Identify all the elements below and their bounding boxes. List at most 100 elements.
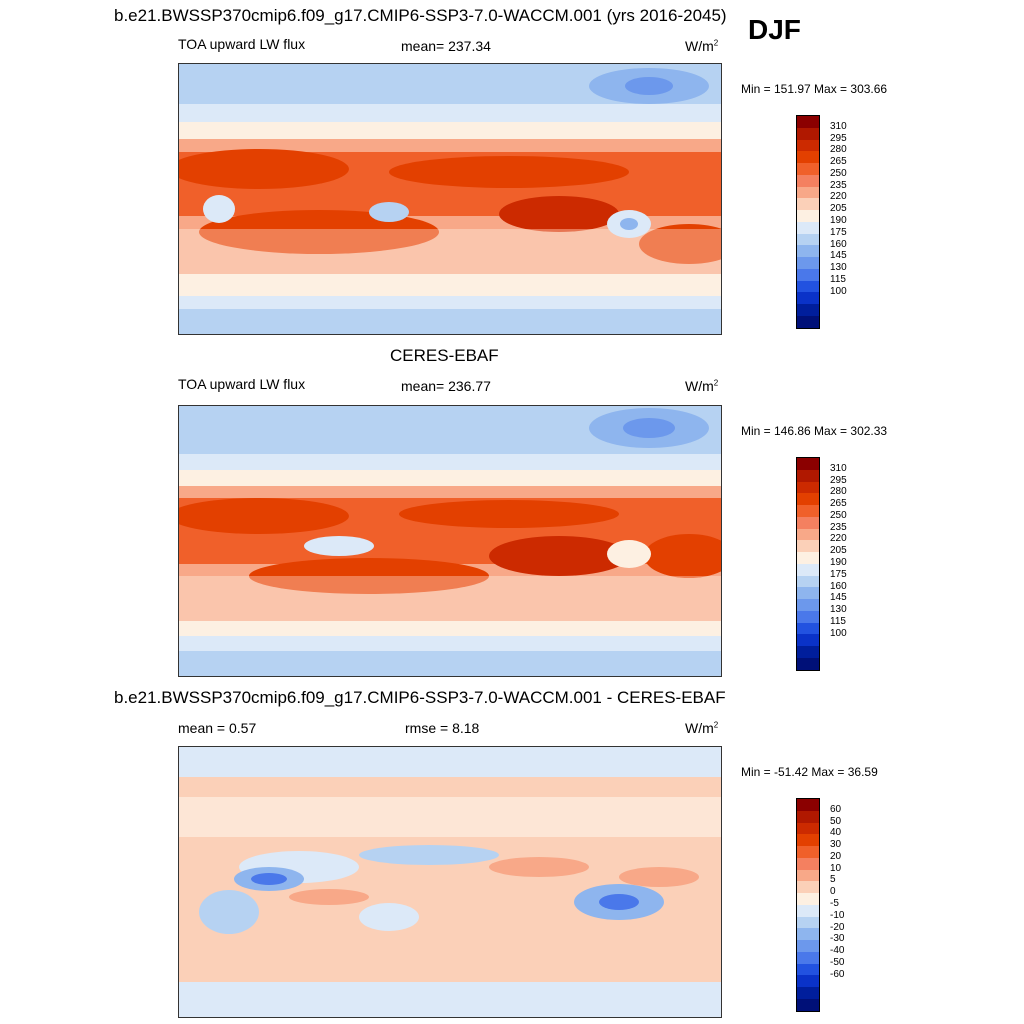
colorbar-label: 265 xyxy=(830,498,847,510)
colorbar-swatch xyxy=(797,163,819,175)
colorbar-swatch xyxy=(797,292,819,305)
panel2-units: W/m2 xyxy=(685,378,719,394)
colorbar-label: -60 xyxy=(830,968,845,980)
colorbar-label: 175 xyxy=(830,568,847,580)
colorbar-swatch xyxy=(797,951,819,964)
panel2-minmax: Min = 146.86 Max = 302.33 xyxy=(741,424,888,438)
colorbar-swatch xyxy=(797,245,819,258)
colorbar-label: 190 xyxy=(830,215,847,226)
colorbar-swatch xyxy=(797,127,819,140)
panel2-title: CERES-EBAF xyxy=(390,346,499,365)
colorbar-label: 30 xyxy=(830,839,842,851)
colorbar-label: 5 xyxy=(830,874,836,886)
panel1-map xyxy=(178,63,722,335)
colorbar-label: 145 xyxy=(830,592,847,604)
colorbar-swatch xyxy=(797,316,819,328)
colorbar-label: -50 xyxy=(830,956,845,968)
panel3-mean: mean = 0.57 xyxy=(178,720,257,736)
colorbar-label: 160 xyxy=(830,238,847,250)
colorbar-swatch xyxy=(797,916,819,929)
panel3-map xyxy=(178,746,722,1018)
panel2-colorbar xyxy=(796,457,820,671)
colorbar-label: 10 xyxy=(830,862,842,874)
panel1-variable: TOA upward LW flux xyxy=(178,36,306,52)
colorbar-label: 295 xyxy=(830,132,847,144)
colorbar-swatch xyxy=(797,304,819,317)
main-title: b.e21.BWSSP370cmip6.f09_g17.CMIP6-SSP3-7… xyxy=(114,6,727,25)
colorbar-swatch xyxy=(797,139,819,152)
colorbar-swatch xyxy=(797,987,819,1000)
colorbar-swatch xyxy=(797,940,819,952)
colorbar-swatch xyxy=(797,622,819,635)
colorbar-swatch xyxy=(797,646,819,659)
colorbar-label: 50 xyxy=(830,815,842,827)
colorbar-label: 115 xyxy=(830,273,846,285)
panel2-map xyxy=(178,405,722,677)
colorbar-swatch xyxy=(797,846,819,858)
colorbar-label: 40 xyxy=(830,827,842,839)
colorbar-label: 175 xyxy=(830,226,847,238)
colorbar-swatch xyxy=(797,575,819,588)
colorbar-label: 145 xyxy=(830,250,847,262)
colorbar-swatch xyxy=(797,233,819,246)
colorbar-label: 220 xyxy=(830,533,847,545)
colorbar-label: -30 xyxy=(830,933,845,945)
colorbar-swatch xyxy=(797,563,819,576)
colorbar-label: 130 xyxy=(830,604,847,616)
colorbar-swatch xyxy=(797,257,819,269)
colorbar-label: 205 xyxy=(830,203,847,215)
panel3-colorbar xyxy=(796,798,820,1012)
panel1-mean: mean= 237.34 xyxy=(401,38,491,54)
colorbar-label: 0 xyxy=(830,886,836,898)
colorbar-swatch xyxy=(797,516,819,529)
panel1-units: W/m2 xyxy=(685,38,719,54)
panel1-minmax: Min = 151.97 Max = 303.66 xyxy=(741,82,888,96)
colorbar-swatch xyxy=(797,528,819,541)
colorbar-swatch xyxy=(797,469,819,482)
panel3-title: b.e21.BWSSP370cmip6.f09_g17.CMIP6-SSP3-7… xyxy=(114,688,726,707)
colorbar-swatch xyxy=(797,552,819,564)
colorbar-label: -40 xyxy=(830,945,845,957)
panel1-colorbar xyxy=(796,115,820,329)
colorbar-label: 310 xyxy=(830,462,847,474)
colorbar-swatch xyxy=(797,481,819,494)
colorbar-swatch xyxy=(797,174,819,187)
colorbar-swatch xyxy=(797,221,819,234)
colorbar-swatch xyxy=(797,599,819,611)
colorbar-swatch xyxy=(797,280,819,293)
panel3-minmax: Min = -51.42 Max = 36.59 xyxy=(741,765,878,779)
colorbar-swatch xyxy=(797,151,819,164)
colorbar-swatch xyxy=(797,904,819,917)
colorbar-swatch xyxy=(797,268,819,281)
colorbar-swatch xyxy=(797,822,819,835)
colorbar-swatch xyxy=(797,999,819,1011)
colorbar-label: -20 xyxy=(830,921,845,933)
colorbar-label: 220 xyxy=(830,191,847,203)
colorbar-label: 280 xyxy=(830,486,847,498)
colorbar-label: 250 xyxy=(830,509,847,521)
colorbar-swatch xyxy=(797,975,819,988)
colorbar-swatch xyxy=(797,834,819,847)
colorbar-label: 20 xyxy=(830,850,842,862)
colorbar-label: 100 xyxy=(830,285,847,297)
colorbar-swatch xyxy=(797,587,819,600)
colorbar-swatch xyxy=(797,928,819,941)
colorbar-label: 250 xyxy=(830,167,847,179)
colorbar-label: 265 xyxy=(830,156,847,168)
colorbar-label: 160 xyxy=(830,580,847,592)
colorbar-swatch xyxy=(797,658,819,670)
panel2-variable: TOA upward LW flux xyxy=(178,376,306,392)
season-label: DJF xyxy=(748,14,801,45)
colorbar-label: 235 xyxy=(830,521,847,533)
colorbar-label: 310 xyxy=(830,120,847,132)
colorbar-swatch xyxy=(797,893,819,905)
colorbar-label: 115 xyxy=(830,615,846,627)
colorbar-swatch xyxy=(797,857,819,870)
colorbar-swatch xyxy=(797,493,819,506)
colorbar-swatch xyxy=(797,810,819,823)
colorbar-label: 205 xyxy=(830,545,847,557)
colorbar-label: 235 xyxy=(830,179,847,191)
colorbar-swatch xyxy=(797,540,819,553)
panel3-rmse: rmse = 8.18 xyxy=(405,720,480,736)
colorbar-label: -5 xyxy=(830,898,839,909)
